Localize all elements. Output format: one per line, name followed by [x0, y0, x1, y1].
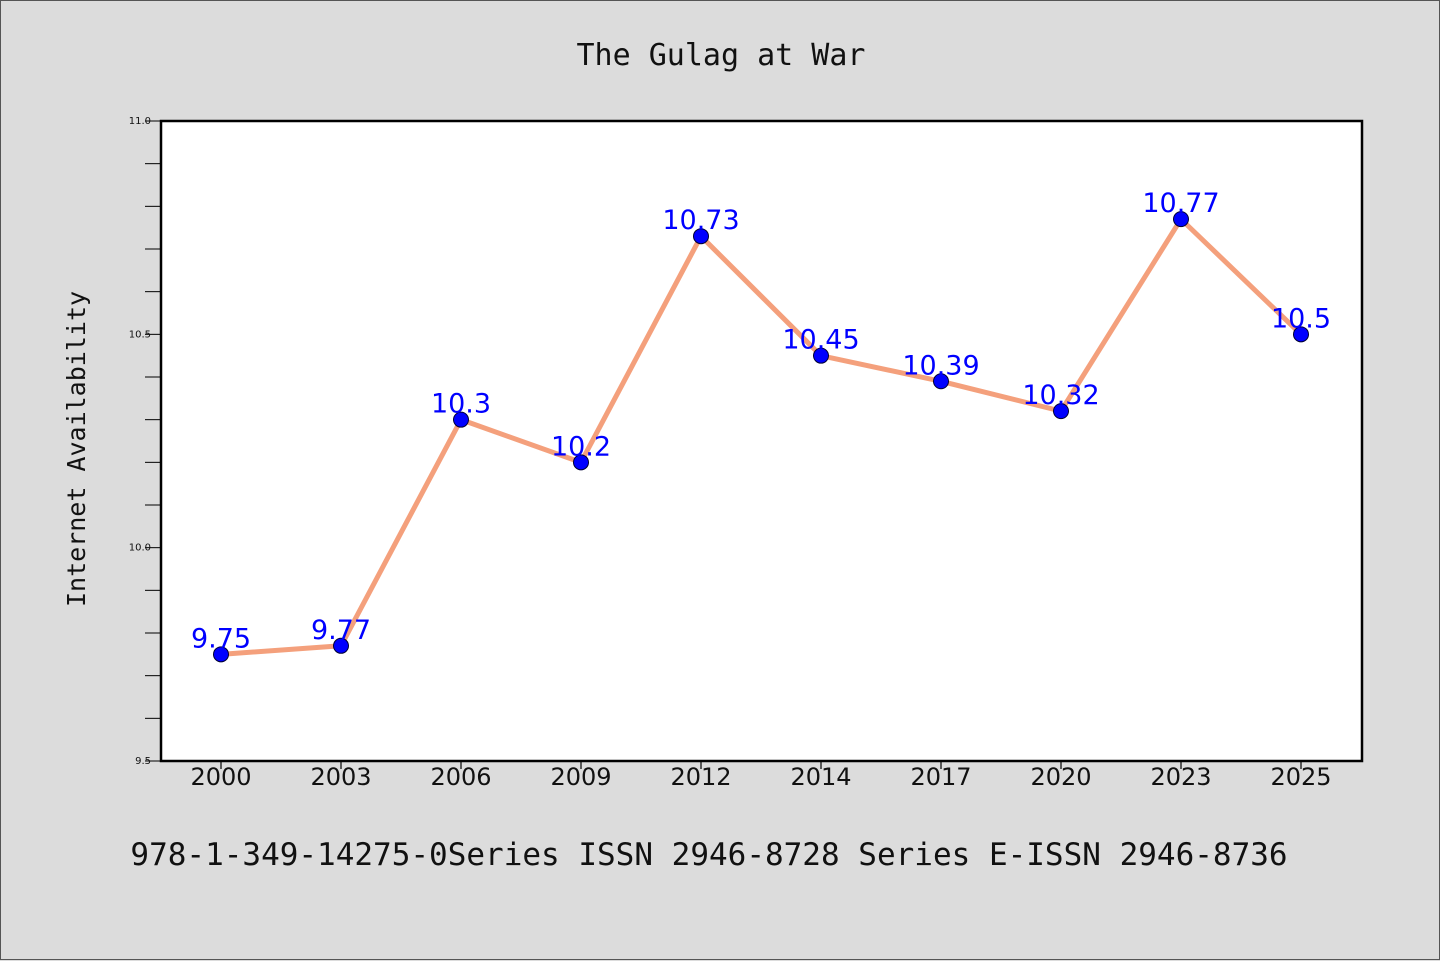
plot-area [161, 121, 1362, 761]
y-axis-label: Internet Availability [62, 291, 91, 607]
y-tick-label: 11.0 [129, 116, 151, 127]
data-point [573, 454, 589, 471]
x-tick-label: 2009 [550, 763, 611, 791]
y-tick-label: 10.0 [129, 543, 151, 554]
data-label: 10.2 [551, 431, 611, 462]
y-tick-label: 9.5 [135, 756, 151, 767]
data-label: 9.75 [191, 623, 251, 654]
x-tick-label: 2003 [310, 763, 371, 791]
chart-title: The Gulag at War [577, 38, 866, 73]
series-line [218, 216, 1304, 657]
data-point [693, 228, 709, 245]
x-tick-label: 2017 [910, 763, 971, 791]
x-tick-label: 2000 [190, 763, 251, 791]
data-point [813, 347, 829, 364]
data-point [1173, 211, 1189, 228]
data-point [1293, 326, 1309, 343]
data-label: 9.77 [311, 615, 371, 646]
data-label: 10.5 [1271, 303, 1331, 334]
x-tick-label: 2025 [1270, 763, 1331, 791]
data-label: 10.39 [902, 350, 979, 381]
data-label: 10.3 [431, 389, 491, 420]
x-tick-label: 2020 [1030, 763, 1091, 791]
data-point [333, 637, 349, 654]
y-tick-label: 10.5 [129, 329, 151, 340]
data-label: 10.77 [1142, 188, 1219, 219]
data-point [453, 411, 469, 428]
chart-marks: 9.5 10.0 10.5 11.0 2000 2003 2006 2009 2012 2014 2… [129, 116, 1332, 791]
plot-border [159, 119, 1364, 763]
footer-isbn-issn: 978-1-349-14275-0Series ISSN 2946-8728 S… [130, 837, 1287, 873]
x-tick-label: 2014 [790, 763, 851, 791]
data-point [933, 373, 949, 390]
x-tick-label: 2012 [670, 763, 731, 791]
data-label: 10.45 [782, 325, 859, 356]
data-label: 10.32 [1022, 380, 1099, 411]
data-point [1053, 403, 1069, 420]
data-point [213, 646, 229, 663]
x-tick-label: 2006 [430, 763, 491, 791]
data-label: 10.73 [662, 205, 739, 236]
x-tick-label: 2023 [1150, 763, 1211, 791]
